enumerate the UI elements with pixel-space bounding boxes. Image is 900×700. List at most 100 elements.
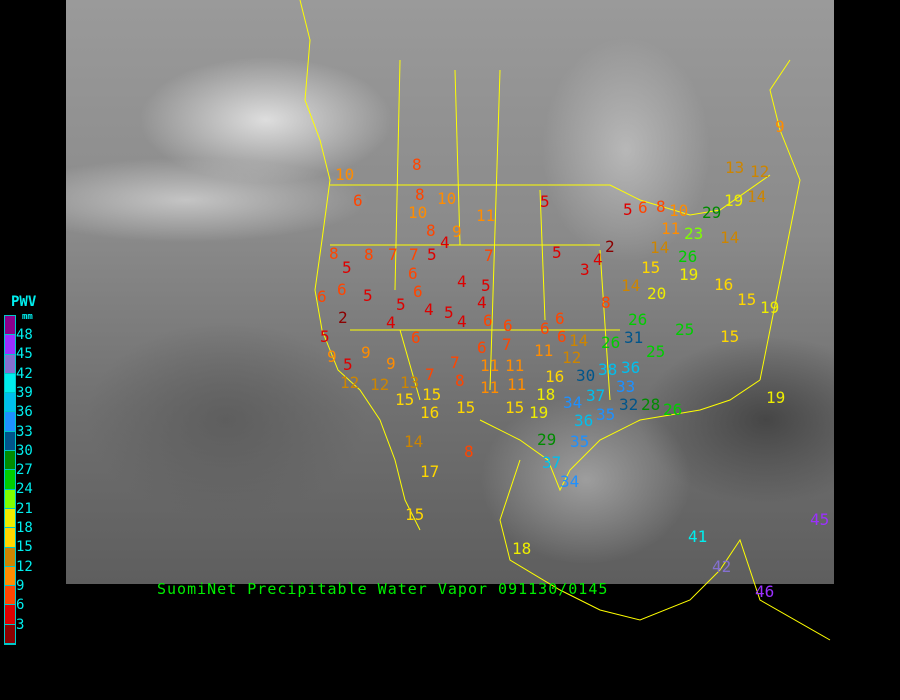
station-pwv-value: 34 [563, 393, 583, 412]
station-pwv-value: 7 [502, 335, 512, 354]
state-lines [330, 59, 620, 401]
station-pwv-value: 46 [755, 582, 775, 601]
station-pwv-value: 26 [601, 333, 621, 352]
station-pwv-value: 5 [623, 200, 633, 219]
legend-title: PWV [11, 294, 37, 310]
station-pwv-value: 15 [422, 385, 442, 404]
station-pwv-value: 10 [408, 203, 428, 222]
legend-swatch [5, 354, 15, 374]
station-pwv-value: 16 [714, 275, 734, 294]
station-pwv-value: 11 [476, 206, 496, 225]
station-pwv-value: 2 [605, 237, 615, 256]
station-pwv-value: 5 [320, 327, 330, 346]
station-pwv-value: 12 [562, 348, 582, 367]
station-pwv-value: 12 [340, 373, 360, 392]
station-pwv-value: 8 [464, 442, 474, 461]
station-pwv-value: 14 [621, 276, 641, 295]
station-pwv-value: 36 [574, 411, 594, 430]
station-pwv-value: 41 [688, 527, 708, 546]
station-pwv-value: 4 [477, 293, 487, 312]
station-pwv-value: 5 [396, 295, 406, 314]
station-pwv-value: 8 [455, 371, 465, 390]
legend-unit: mm [22, 312, 33, 322]
station-pwv-value: 14 [650, 238, 670, 257]
station-pwv-value: 7 [484, 246, 494, 265]
station-pwv-value: 10 [335, 165, 355, 184]
station-pwv-value: 13 [400, 373, 420, 392]
station-pwv-value: 4 [440, 233, 450, 252]
mexico-coast [499, 459, 831, 641]
station-pwv-value: 2 [338, 308, 348, 327]
station-pwv-value: 10 [437, 189, 457, 208]
station-pwv-value: 6 [317, 287, 327, 306]
canada-us-border [330, 174, 771, 216]
station-pwv-value: 18 [536, 385, 556, 404]
station-pwv-value: 7 [425, 365, 435, 384]
station-pwv-value: 19 [679, 265, 699, 284]
west-coast [299, 0, 421, 531]
station-pwv-value: 19 [724, 191, 744, 210]
legend-label: 33 [16, 423, 33, 440]
station-pwv-value: 11 [661, 219, 681, 238]
station-pwv-value: 11 [534, 341, 554, 360]
legend-label: 9 [16, 577, 25, 594]
station-pwv-value: 35 [596, 405, 616, 424]
station-pwv-value: 4 [593, 250, 603, 269]
station-pwv-value: 15 [737, 290, 757, 309]
station-pwv-value: 45 [810, 510, 830, 529]
station-pwv-value: 15 [720, 327, 740, 346]
satellite-map [66, 0, 834, 584]
east-coast [759, 59, 801, 381]
station-pwv-value: 6 [555, 309, 565, 328]
legend-swatch [5, 605, 15, 625]
legend-label: 39 [16, 384, 33, 401]
station-pwv-value: 30 [576, 366, 596, 385]
legend-label: 12 [16, 558, 33, 575]
station-pwv-value: 8 [412, 155, 422, 174]
station-pwv-value: 11 [505, 356, 525, 375]
legend-swatch [5, 316, 15, 336]
station-pwv-value: 34 [560, 472, 580, 491]
station-pwv-value: 38 [598, 360, 618, 379]
station-pwv-value: 37 [586, 386, 606, 405]
station-pwv-value: 8 [601, 293, 611, 312]
station-pwv-value: 6 [557, 327, 567, 346]
station-pwv-value: 5 [444, 303, 454, 322]
gulf-coast [479, 379, 761, 492]
station-pwv-value: 4 [424, 300, 434, 319]
station-pwv-value: 7 [409, 245, 419, 264]
station-pwv-value: 7 [388, 245, 398, 264]
station-pwv-value: 4 [457, 272, 467, 291]
station-pwv-value: 14 [720, 228, 740, 247]
legend-swatch [5, 470, 15, 490]
legend-label: 24 [16, 481, 33, 498]
station-pwv-value: 9 [775, 117, 785, 136]
map-caption: SuomiNet Precipitable Water Vapor 091130… [157, 580, 609, 598]
station-pwv-value: 3 [580, 260, 590, 279]
station-pwv-value: 19 [760, 298, 780, 317]
station-pwv-value: 26 [628, 310, 648, 329]
legend-swatch [5, 528, 15, 548]
station-pwv-value: 18 [512, 539, 532, 558]
legend-label: 3 [16, 616, 25, 633]
station-pwv-value: 28 [641, 395, 661, 414]
station-pwv-value: 9 [361, 343, 371, 362]
station-pwv-value: 9 [452, 222, 462, 241]
color-legend [4, 315, 16, 646]
station-pwv-value: 23 [684, 224, 704, 243]
station-pwv-value: 8 [415, 185, 425, 204]
legend-label: 18 [16, 520, 33, 536]
station-pwv-value: 17 [420, 462, 440, 481]
station-pwv-value: 6 [540, 319, 550, 338]
station-pwv-value: 42 [712, 557, 732, 576]
station-pwv-value: 5 [481, 276, 491, 295]
station-pwv-value: 5 [540, 192, 550, 211]
legend-swatch [5, 431, 15, 452]
station-pwv-value: 29 [702, 203, 722, 222]
station-pwv-value: 6 [483, 311, 493, 330]
station-pwv-value: 15 [395, 390, 415, 409]
station-pwv-value: 6 [337, 280, 347, 299]
station-pwv-value: 5 [427, 245, 437, 264]
legend-label: 27 [16, 462, 33, 479]
station-pwv-value: 6 [477, 338, 487, 357]
